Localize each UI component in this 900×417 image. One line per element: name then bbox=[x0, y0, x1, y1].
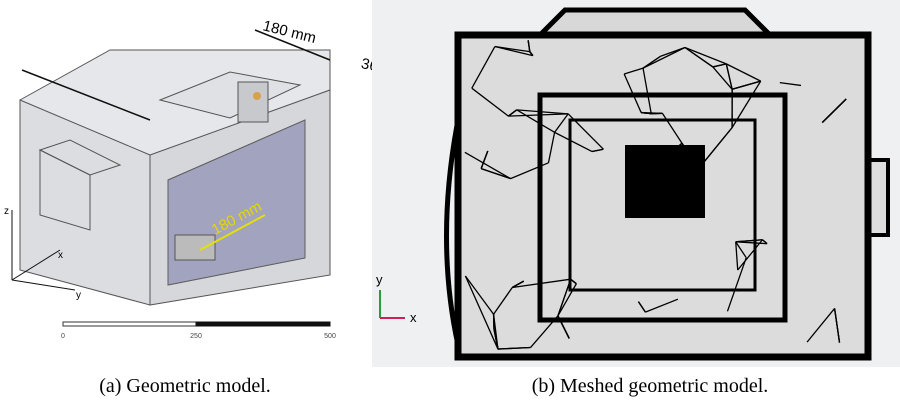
sensor bbox=[238, 82, 268, 122]
axis-label: y bbox=[76, 290, 81, 301]
caption: (b) Meshed geometric model. bbox=[532, 375, 769, 397]
scale-label: 0 bbox=[61, 333, 65, 340]
scale-label: 500 bbox=[324, 333, 336, 340]
axis-label: z bbox=[4, 206, 9, 217]
dim-label: 180 mm bbox=[261, 17, 318, 47]
sensor-dot bbox=[253, 92, 261, 100]
figure: 360 mm 180 mm 180 mm z x y 0 250 500 y x… bbox=[0, 0, 900, 417]
axis-label: y bbox=[376, 272, 383, 287]
scale-label: 250 bbox=[190, 333, 202, 340]
center-block bbox=[625, 145, 705, 218]
scale-bar-white bbox=[63, 322, 196, 326]
panel-a bbox=[12, 30, 330, 326]
sample bbox=[175, 235, 215, 260]
caption: (a) Geometric model. bbox=[99, 375, 271, 397]
page: 360 mm 180 mm 180 mm z x y 0 250 500 y x… bbox=[0, 0, 900, 417]
axis-label: x bbox=[58, 250, 63, 261]
axis-label: x bbox=[410, 310, 417, 325]
scale-bar-black bbox=[196, 322, 330, 326]
top-cap bbox=[540, 10, 770, 35]
